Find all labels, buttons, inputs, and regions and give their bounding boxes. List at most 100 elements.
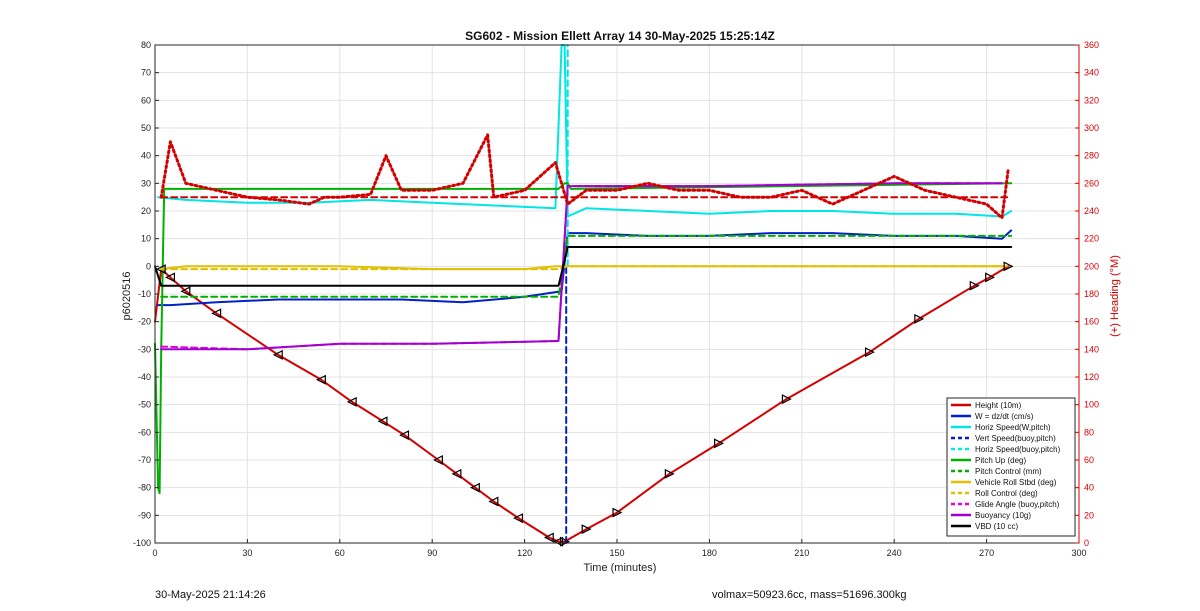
y-tick-label-left: -40 [138,372,151,382]
footer-timestamp: 30-May-2025 21:14:26 [155,589,266,601]
height-marker [469,482,480,493]
height-marker [781,394,792,405]
height-marker [714,438,724,449]
height-marker [581,524,592,535]
y-tick-label-right: 280 [1084,151,1099,161]
x-tick-label: 0 [152,548,157,558]
x-tick-label: 150 [609,548,624,558]
series-line-2 [157,44,1013,218]
y-tick-label-left: -80 [138,483,151,493]
y-tick-label-left: 0 [146,261,151,271]
y-tick-label-left: 80 [141,40,151,50]
y-tick-label-right: 300 [1084,123,1099,133]
y-tick-label-left: 70 [141,68,151,78]
x-tick-label: 240 [887,548,902,558]
legend-label: Pitch Up (deg) [975,456,1026,465]
height-marker [914,313,925,324]
y-tick-label-left: -100 [133,538,151,548]
axis-layer: 0 30 60 90 120 150 180 210 240 270 300807060504030… [133,40,1099,558]
y-tick-label-left: 40 [141,151,151,161]
legend-label: VBD (10 cc) [975,522,1018,531]
grid-layer [154,44,1080,544]
y-tick-label-left: -20 [138,317,151,327]
y-tick-label-right: 320 [1084,95,1099,105]
y-tick-label-right: 220 [1084,234,1099,244]
series-line-6 [160,234,1013,298]
y-tick-label-left: -60 [138,427,151,437]
legend-label: Vert Speed(buoy,pitch) [975,434,1056,443]
y-tick-label-left: -50 [138,400,151,410]
y-tick-label-left: -30 [138,344,151,354]
y-tick-label-right: 120 [1084,372,1099,382]
height-marker [985,272,996,283]
series-line-5 [154,182,1013,495]
series-line-12 [159,133,1010,220]
height-marker [553,536,564,547]
y-tick-label-right: 180 [1084,289,1099,299]
height-marker [165,272,175,283]
height-marker [451,468,462,479]
y-tick-label-right: 0 [1084,538,1089,548]
y-tick-label-left: 10 [141,234,151,244]
x-tick-label: 180 [702,548,717,558]
height-marker [211,308,222,319]
height-marker [1003,261,1014,272]
height-marker [488,496,499,507]
x-tick-label: 60 [335,548,345,558]
chart-title: SG602 - Mission Ellett Array 14 30-May-2… [465,29,775,43]
height-marker [664,468,675,479]
x-tick-label: 30 [242,548,252,558]
y-tick-label-right: 240 [1084,206,1099,216]
y-tick-label-left: 60 [141,95,151,105]
x-axis-label: Time (minutes) [584,562,657,574]
legend-label: Glide Angle (buoy,pitch) [975,500,1060,509]
y-tick-label-right: 100 [1084,400,1099,410]
series-line-10 [160,182,1003,351]
y-tick-label-right: 200 [1084,261,1099,271]
legend-label: W = dz/dt (cm/s) [975,412,1034,421]
height-marker [399,430,410,441]
y-tick-label-left: 50 [141,123,151,133]
y-tick-label-left: 30 [141,178,151,188]
x-tick-label: 210 [794,548,809,558]
height-marker [315,374,326,385]
height-marker [155,264,166,275]
height-marker [180,286,191,297]
height-marker [560,536,570,547]
y-tick-label-right: 160 [1084,317,1099,327]
y-axis-label-right: (+) Heading (°M) [1109,255,1121,337]
height-marker [969,280,980,291]
series-layer [154,44,1014,547]
series-line-11 [154,246,1013,287]
y-tick-label-right: 60 [1084,455,1094,465]
height-marker [864,347,875,358]
series-line-0 [154,265,1010,543]
height-marker [377,416,388,427]
x-tick-label: 120 [517,548,532,558]
height-marker [433,455,443,465]
height-marker [346,396,357,407]
y-tick-label-right: 360 [1084,40,1099,50]
y-tick-label-left: -90 [138,510,151,520]
legend-label: Pitch Control (mm) [975,467,1042,476]
y-tick-label-right: 80 [1084,427,1094,437]
y-tick-label-left: -70 [138,455,151,465]
legend-label: Horiz Speed(buoy,pitch) [975,445,1061,454]
x-tick-label: 270 [979,548,994,558]
height-marker [272,349,283,360]
legend-label: Vehicle Roll Stbd (deg) [975,478,1057,487]
legend-label: Roll Control (deg) [975,489,1038,498]
x-tick-label: 90 [427,548,437,558]
y-tick-label-left: -10 [138,289,151,299]
legend-label: Horiz Speed(W,pitch) [975,423,1051,432]
legend-label: Height (10m) [975,401,1022,410]
height-marker [513,513,524,524]
y-tick-label-right: 40 [1084,483,1094,493]
x-tick-label: 300 [1071,548,1086,558]
y-tick-label-left: 20 [141,206,151,216]
height-marker [543,532,554,543]
legend-box [946,397,1076,537]
y-tick-label-right: 340 [1084,68,1099,78]
y-tick-label-right: 260 [1084,178,1099,188]
y-tick-label-right: 140 [1084,344,1099,354]
